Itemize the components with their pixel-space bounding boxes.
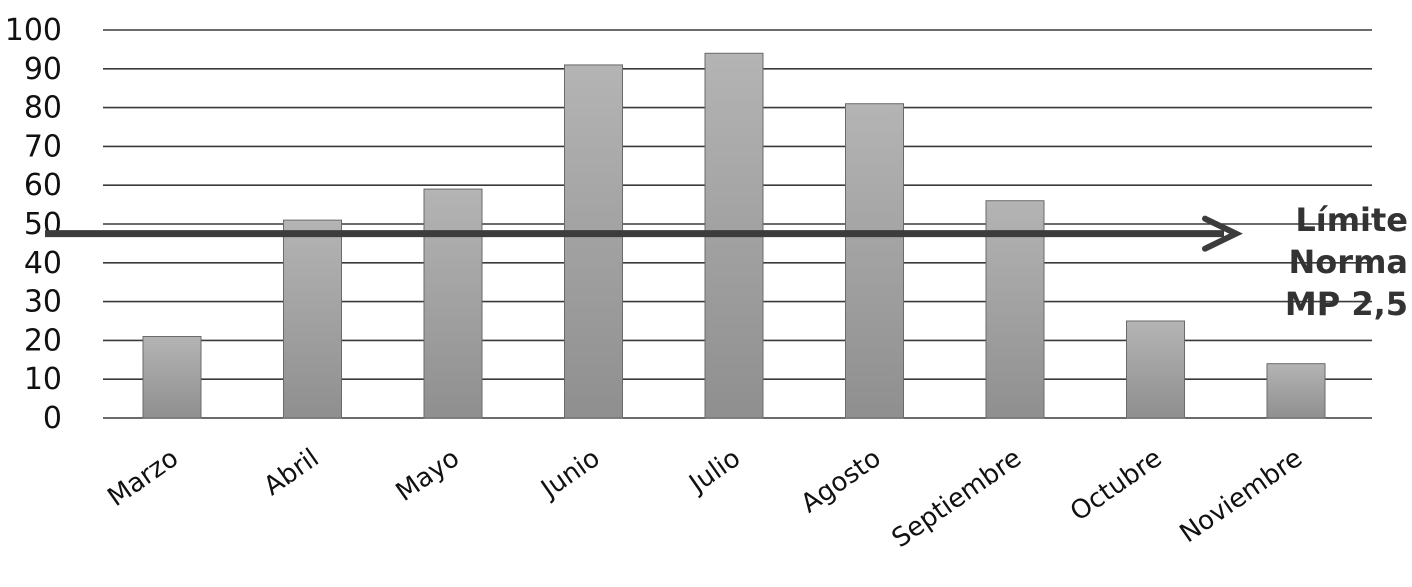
- bar-agosto: [846, 104, 904, 418]
- limit-label-line: Límite: [1295, 201, 1408, 239]
- x-tick-label: Julio: [683, 443, 747, 500]
- y-tick-label: 0: [43, 401, 62, 436]
- y-tick-label: 70: [24, 129, 62, 164]
- bar-octubre: [1127, 321, 1185, 418]
- limit-label-line: MP 2,5: [1285, 285, 1408, 323]
- y-tick-label: 60: [24, 168, 62, 203]
- limit-label-line: Norma: [1289, 243, 1408, 281]
- x-axis-ticks: Marzo Abril Mayo Junio Julio Agosto Septiembre…: [102, 443, 1308, 554]
- x-tick-label: Noviembre: [1175, 443, 1308, 549]
- y-tick-label: 20: [24, 323, 62, 358]
- bar-mayo: [424, 189, 482, 418]
- limit-arrow: [45, 219, 1236, 249]
- y-tick-label: 80: [24, 91, 62, 126]
- x-tick-label: Mayo: [391, 443, 465, 508]
- x-tick-label: Octubre: [1065, 443, 1167, 527]
- bar-marzo: [143, 337, 201, 418]
- x-tick-label: Marzo: [102, 443, 184, 513]
- x-tick-label: Agosto: [796, 443, 887, 519]
- y-tick-label: 100: [5, 13, 62, 48]
- y-tick-label: 10: [24, 362, 62, 397]
- x-tick-label: Abril: [259, 443, 325, 502]
- y-tick-label: 30: [24, 285, 62, 320]
- x-tick-label: Septiembre: [887, 443, 1027, 554]
- bar-noviembre: [1267, 364, 1325, 418]
- y-tick-label: 40: [24, 246, 62, 281]
- y-tick-label: 90: [24, 52, 62, 87]
- bar-abril: [284, 220, 342, 418]
- limit-label: Límite Norma MP 2,5: [1285, 201, 1408, 323]
- bar-junio: [565, 65, 623, 418]
- x-tick-label: Junio: [534, 443, 605, 505]
